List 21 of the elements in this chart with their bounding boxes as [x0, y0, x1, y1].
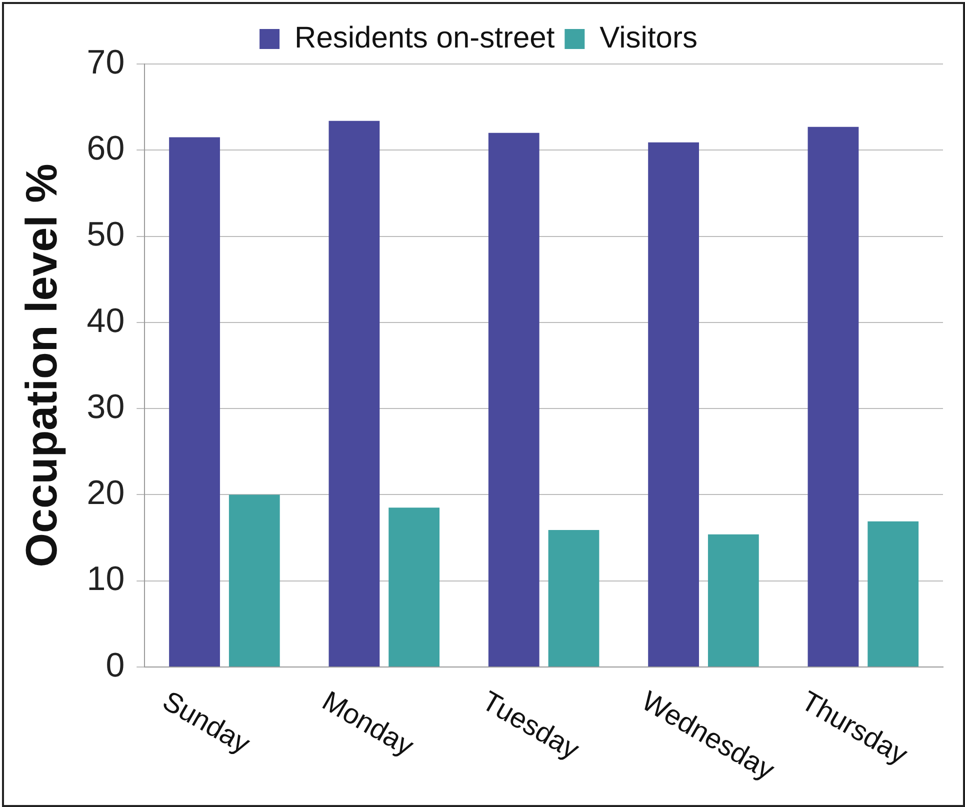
bar	[228, 494, 280, 666]
y-tick-label: 30	[86, 388, 125, 426]
y-tick-label: 50	[86, 216, 125, 254]
y-tick-label: 70	[86, 43, 125, 82]
bar	[388, 508, 440, 666]
bar	[488, 132, 540, 666]
y-tick-label: 40	[86, 302, 125, 340]
bar	[328, 120, 380, 666]
y-axis-title: Occupation level %	[18, 164, 67, 568]
bar	[808, 126, 859, 666]
y-tick-label: 10	[86, 560, 125, 598]
bar	[169, 137, 220, 666]
legend-label: Visitors	[600, 21, 698, 54]
bar	[548, 530, 600, 666]
bar	[868, 521, 919, 666]
y-tick-label: 60	[86, 130, 125, 168]
legend-label: Residents on-street	[294, 21, 556, 54]
y-tick-label: 20	[86, 474, 125, 512]
y-tick-label: 0	[106, 646, 125, 684]
bar	[648, 142, 699, 666]
bar	[708, 534, 759, 666]
